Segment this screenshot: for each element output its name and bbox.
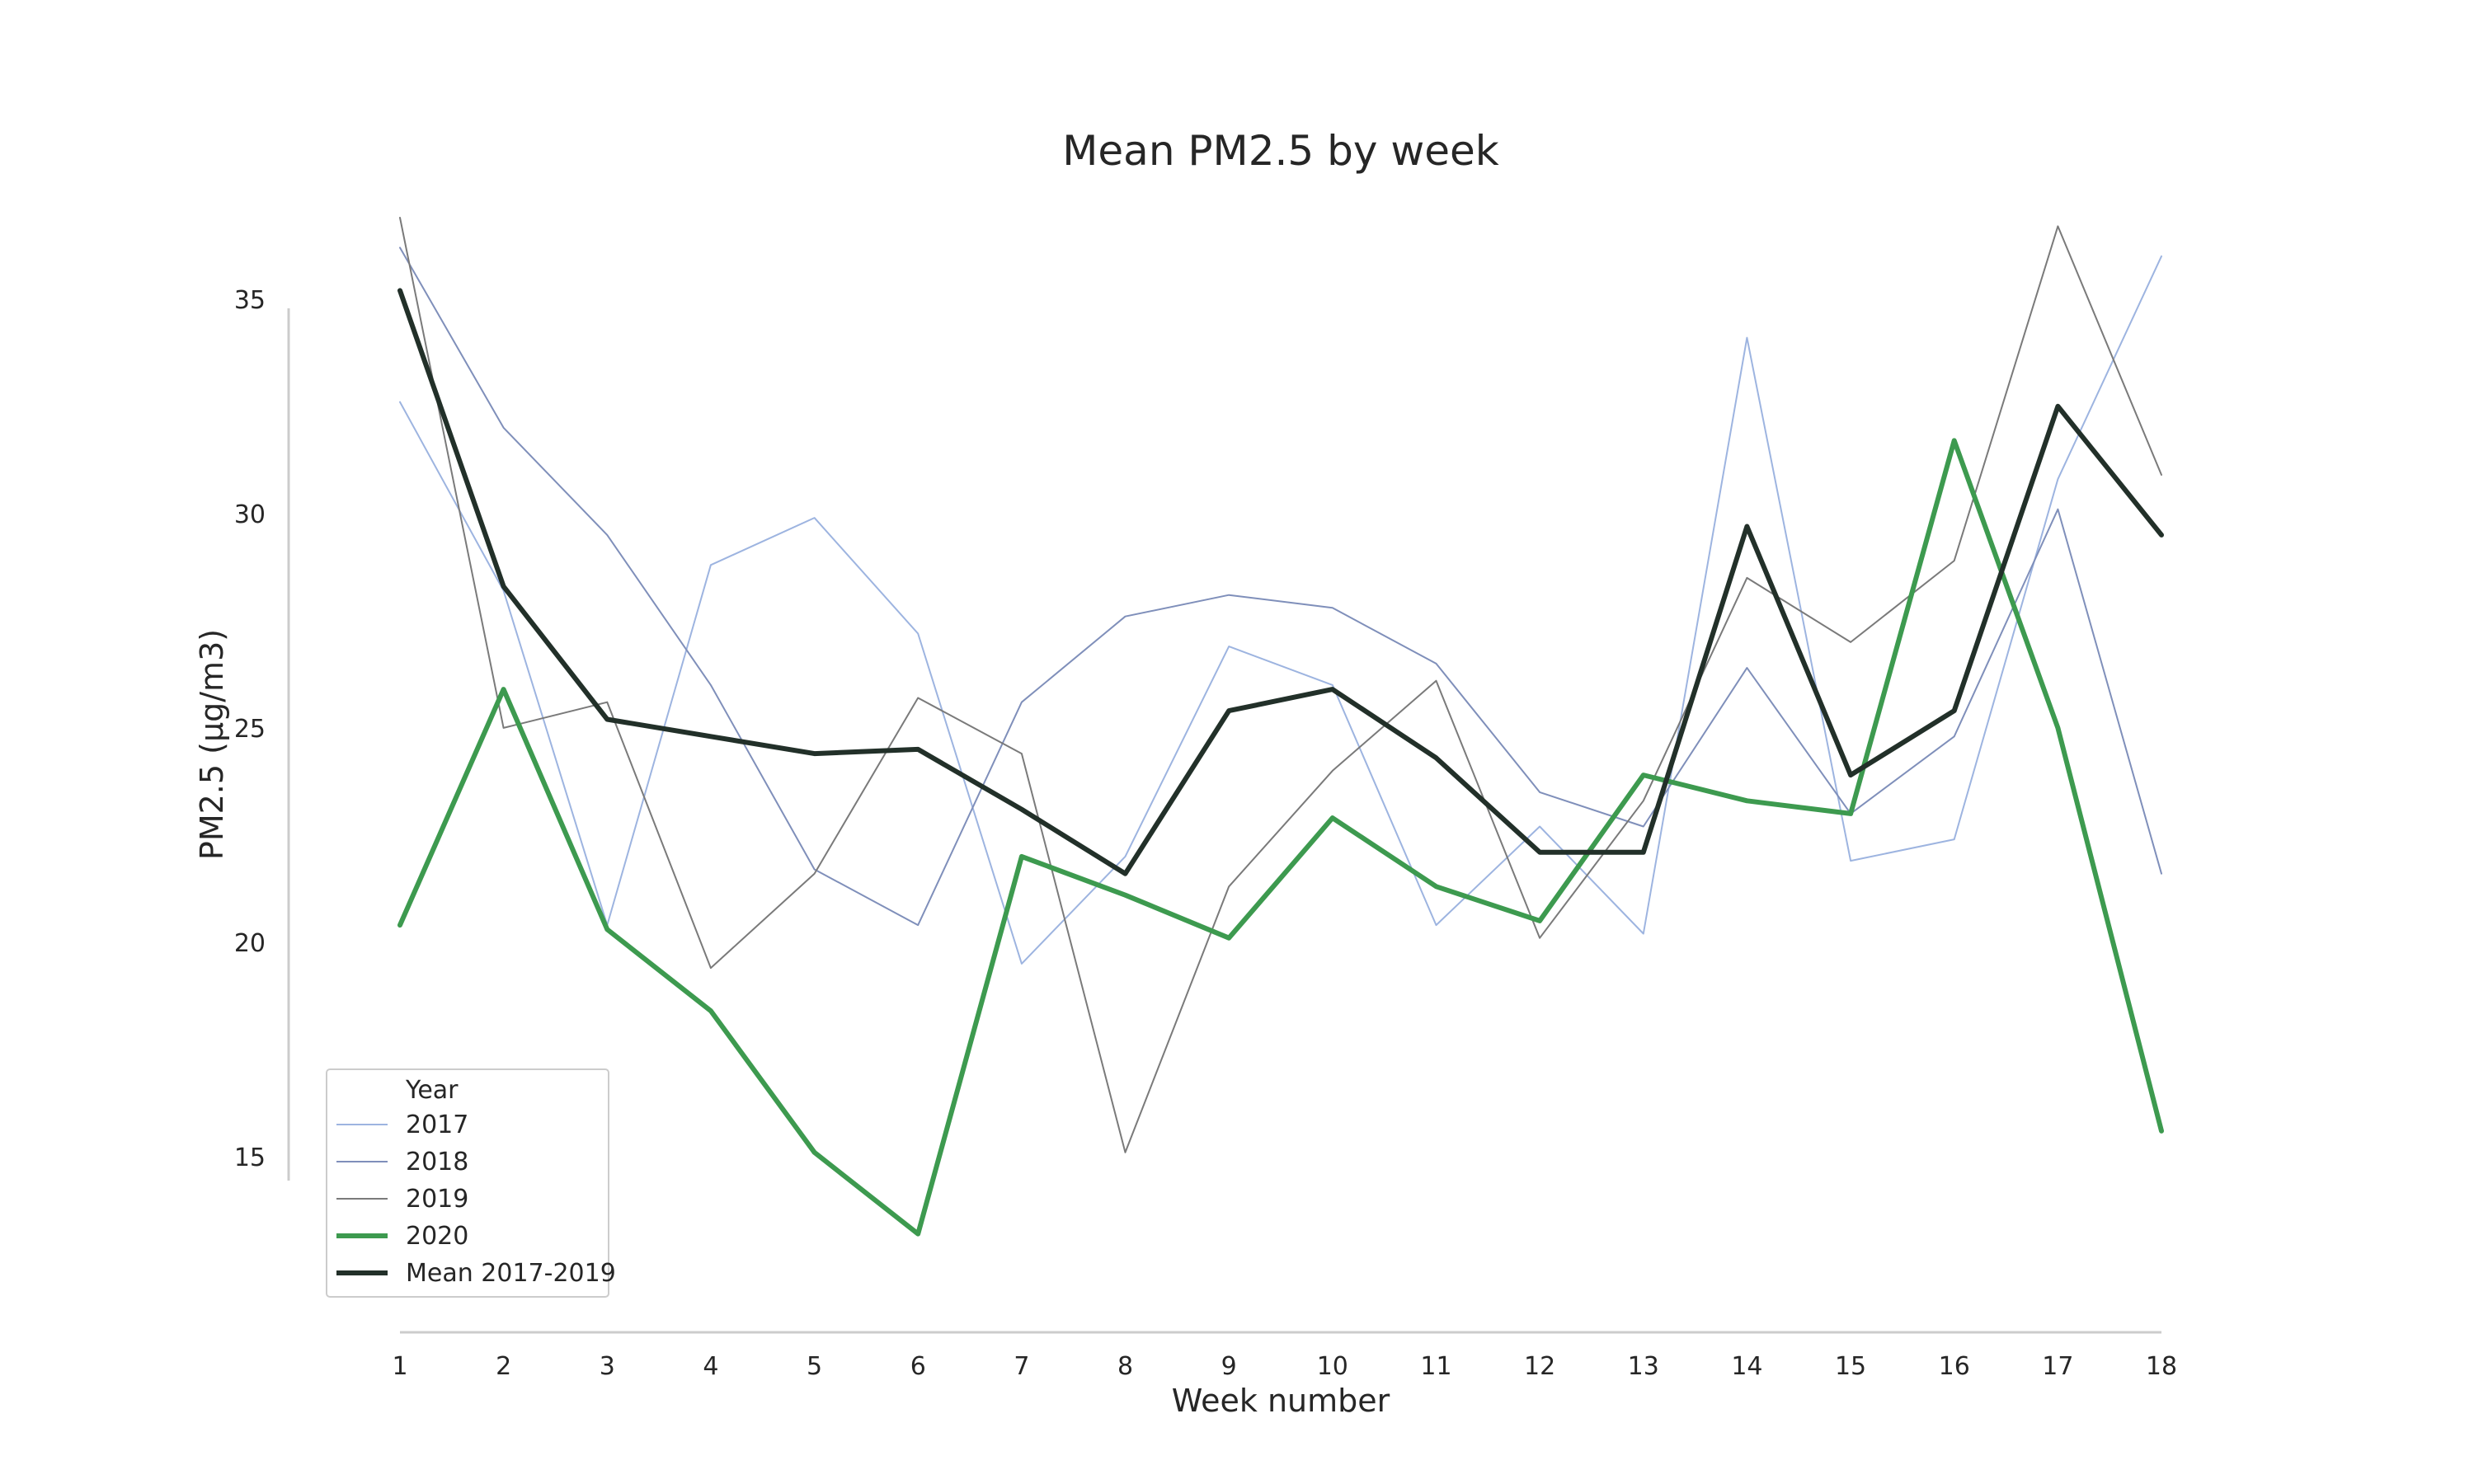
series-layer bbox=[397, 217, 2164, 1237]
y-tick-label: 25 bbox=[234, 715, 266, 744]
series-line-2017 bbox=[399, 255, 2162, 965]
x-tick-label: 16 bbox=[1939, 1352, 1970, 1381]
legend-items: 2017 2018 2019 2020 Mean 2017-2019 bbox=[336, 1111, 616, 1288]
x-tick-label: 6 bbox=[910, 1352, 926, 1381]
x-tick-label: 13 bbox=[1628, 1352, 1659, 1381]
y-tick-label: 15 bbox=[234, 1144, 266, 1172]
y-tick-labels: 15 20 25 30 35 bbox=[234, 286, 266, 1172]
legend-label: 2018 bbox=[406, 1148, 468, 1176]
x-tick-label: 5 bbox=[807, 1352, 822, 1381]
x-tick-label: 11 bbox=[1420, 1352, 1451, 1381]
x-tick-label: 2 bbox=[496, 1352, 511, 1381]
chart-title: Mean PM2.5 by week bbox=[1062, 127, 1498, 175]
x-tick-label: 14 bbox=[1731, 1352, 1762, 1381]
x-tick-label: 4 bbox=[703, 1352, 718, 1381]
series-line-2019 bbox=[399, 217, 2162, 1153]
y-tick-label: 20 bbox=[234, 929, 266, 958]
y-tick-label: 30 bbox=[234, 500, 266, 529]
legend-label: 2020 bbox=[406, 1222, 468, 1251]
legend-label: 2017 bbox=[406, 1111, 468, 1139]
legend-title: Year bbox=[405, 1076, 459, 1105]
x-tick-label: 8 bbox=[1117, 1352, 1133, 1381]
x-tick-label: 15 bbox=[1835, 1352, 1866, 1381]
legend-label: Mean 2017-2019 bbox=[406, 1259, 616, 1288]
x-axis-label: Week number bbox=[1172, 1383, 1390, 1419]
x-tick-label: 9 bbox=[1221, 1352, 1237, 1381]
x-tick-label: 10 bbox=[1317, 1352, 1348, 1381]
y-axis-label: PM2.5 (µg/m3) bbox=[194, 629, 230, 860]
x-tick-label: 18 bbox=[2146, 1352, 2177, 1381]
series-line-2020 bbox=[397, 438, 2164, 1237]
series-line-2018 bbox=[399, 247, 2162, 927]
legend-label: 2019 bbox=[406, 1185, 468, 1214]
x-tick-labels: 1 2 3 4 5 6 7 8 9 10 11 12 13 14 15 16 17 18 bbox=[392, 1352, 2177, 1381]
x-tick-label: 7 bbox=[1014, 1352, 1029, 1381]
legend: Year 2017 2018 2019 2020 Mean 2017-2019 bbox=[326, 1068, 616, 1298]
x-tick-label: 12 bbox=[1524, 1352, 1555, 1381]
x-tick-label: 17 bbox=[2042, 1352, 2073, 1381]
x-tick-label: 1 bbox=[392, 1352, 407, 1381]
x-tick-label: 3 bbox=[600, 1352, 615, 1381]
series-line-mean-2017-2019 bbox=[397, 288, 2164, 876]
y-tick-label: 35 bbox=[234, 286, 266, 315]
legend-frame bbox=[326, 1068, 609, 1298]
